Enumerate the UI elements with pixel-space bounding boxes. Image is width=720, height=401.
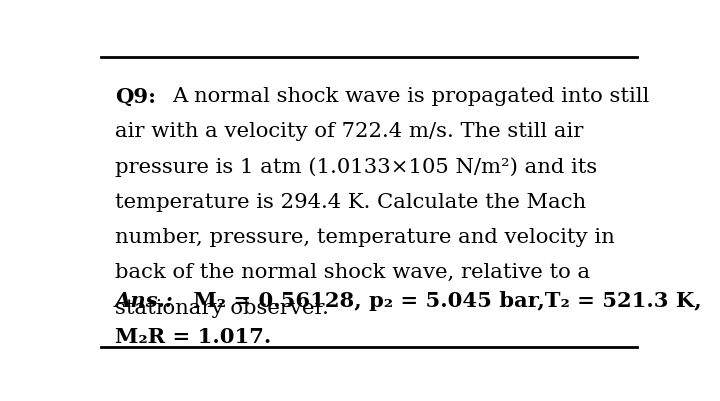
Text: stationary observer.: stationary observer. <box>115 298 329 317</box>
Text: Q9:: Q9: <box>115 87 156 107</box>
Text: back of the normal shock wave, relative to a: back of the normal shock wave, relative … <box>115 263 590 282</box>
Text: M₂R = 1.017.: M₂R = 1.017. <box>115 326 271 346</box>
Text: temperature is 294.4 K. Calculate the Mach: temperature is 294.4 K. Calculate the Ma… <box>115 192 586 211</box>
Text: A normal shock wave is propagated into still: A normal shock wave is propagated into s… <box>173 87 650 106</box>
Text: number, pressure, temperature and velocity in: number, pressure, temperature and veloci… <box>115 227 615 247</box>
Text: M₂ = 0.56128, p₂ = 5.045 bar,T₂ = 521.3 K,: M₂ = 0.56128, p₂ = 5.045 bar,T₂ = 521.3 … <box>186 290 701 310</box>
Text: pressure is 1 atm (1.0133×105 N/m²) and its: pressure is 1 atm (1.0133×105 N/m²) and … <box>115 157 598 177</box>
Text: air with a velocity of 722.4 m/s. The still air: air with a velocity of 722.4 m/s. The st… <box>115 122 583 141</box>
Text: Ans.:: Ans.: <box>115 290 174 310</box>
